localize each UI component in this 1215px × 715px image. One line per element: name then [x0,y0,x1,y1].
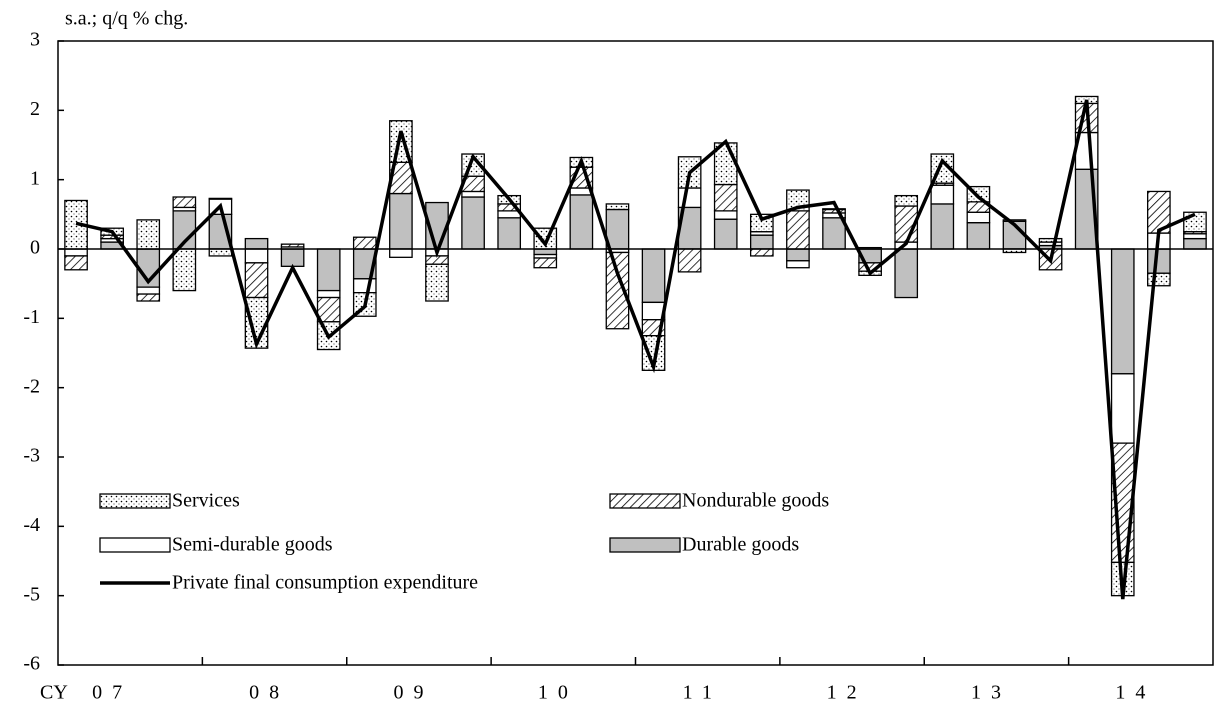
legend-swatch [99,493,171,509]
bar-segment [1110,248,1135,375]
bar-segment [64,255,88,271]
bar-segment [352,236,377,250]
legend-swatch [609,493,681,509]
bar-segment [569,194,594,250]
bar-segment [244,237,269,250]
bar-segment [316,296,341,323]
bar-segment [208,197,233,200]
legend-swatch [99,537,171,553]
legend-label: Services [172,490,240,512]
bar-segment [713,183,738,212]
bar-segment [136,286,161,295]
bar-segment [244,248,269,264]
y-tick-label: -3 [23,445,40,467]
x-tick-label: 09 [394,682,434,704]
x-tick-label: 08 [249,682,289,704]
x-tick-label: 11 [683,682,722,704]
bar-segment [930,203,955,250]
bar-segment [172,248,197,292]
bar-segment [605,208,630,250]
bar-segment [497,217,522,250]
bar-segment [136,293,161,302]
y-tick-label: -6 [23,653,40,675]
y-tick-label: 2 [30,98,40,120]
bar-segment [497,210,522,219]
bar-segment [316,289,341,299]
bar-segment [641,248,666,304]
bar-segment [244,262,269,299]
x-tick-label: 07 [92,682,132,704]
legend-label: Nondurable goods [682,490,829,512]
bar-segment [894,194,919,207]
y-tick-label: 1 [30,167,40,189]
x-tick-label: 10 [538,682,578,704]
bar-segment [461,190,485,198]
line-series [75,99,1196,600]
bar-segment [208,248,233,257]
bar-segment [713,218,738,250]
bar-segment [280,243,305,248]
bar-segment [280,248,305,267]
bar-segment [930,184,955,205]
bar-segment [352,278,377,294]
y-tick-label: -1 [23,306,40,328]
bar-segment [605,251,630,330]
legend-label: Semi-durable goods [172,534,333,556]
bar-segment [316,248,341,292]
bar-segment [1183,233,1207,240]
bar-segment [1038,237,1063,243]
y-tick-label: -2 [23,375,40,397]
bar-segment [677,248,702,273]
bar-segment [425,263,449,302]
axis-unit-label: s.a.; q/q % chg. [65,8,188,30]
y-tick-label: 3 [30,29,40,51]
bar-segment [966,222,991,250]
x-tick-label: 12 [827,682,867,704]
bar-segment [822,217,846,250]
bar-segment [533,257,558,269]
legend-swatch [609,537,681,553]
bar-segment [533,248,558,256]
y-tick-label: -5 [23,583,40,605]
bar-segment [389,248,413,258]
y-tick-label: 0 [30,237,40,259]
bar-segment [749,248,774,257]
bar-segment [389,192,413,250]
x-prefix: CY [40,682,68,704]
legend-label: Private final consumption expenditure [172,572,478,594]
x-tick-label: 14 [1115,682,1155,704]
bar-segment [605,203,630,211]
bar-segment [1147,272,1171,287]
bar-segment [172,196,197,209]
bar-segment [786,260,810,269]
bar-segment [786,210,810,250]
bar-segment [1183,237,1207,250]
bar-segment [713,210,738,220]
y-tick-label: -4 [23,514,40,536]
x-tick-label: 13 [971,682,1011,704]
bar-segment [1147,248,1171,274]
bar-segment [822,208,846,211]
bar-segment [677,187,702,209]
bar-segment [894,248,919,299]
bar-segment [1110,373,1135,444]
bar-segment [966,211,991,224]
bar-segment [461,196,485,250]
bar-segment [749,234,774,250]
bar-segment [1002,219,1027,222]
legend-label: Durable goods [682,534,799,556]
bar-segment [64,248,88,257]
bar-segment [136,219,161,250]
bar-segment [786,248,810,262]
